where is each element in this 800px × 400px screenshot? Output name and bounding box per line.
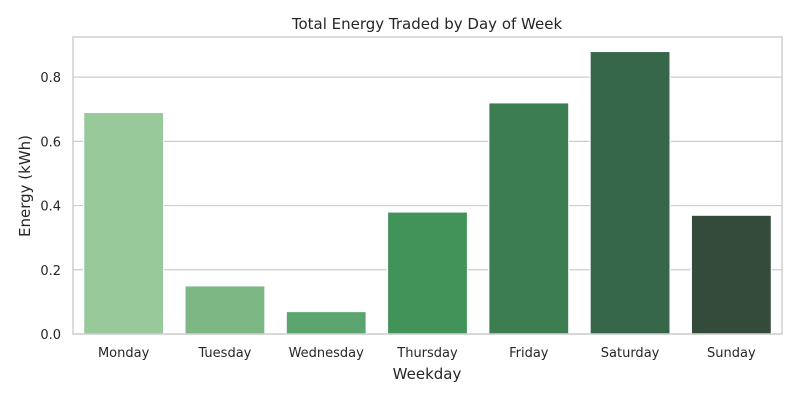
- chart-title: Total Energy Traded by Day of Week: [291, 15, 563, 33]
- y-tick-label: 0.4: [40, 200, 61, 215]
- x-axis-label: Weekday: [393, 365, 462, 383]
- y-tick-label: 0.2: [40, 264, 61, 279]
- y-tick-label: 0.8: [40, 71, 61, 86]
- bar-wednesday: [285, 310, 367, 335]
- bar-sunday: [690, 214, 772, 335]
- x-tick-label: Friday: [509, 346, 549, 361]
- x-tick-label: Monday: [98, 346, 150, 361]
- bar-thursday: [386, 211, 469, 335]
- bar-monday: [83, 111, 165, 335]
- plot-frame: [72, 36, 783, 335]
- bar-saturday: [589, 50, 671, 335]
- y-axis-label: Energy (kWh): [16, 135, 34, 237]
- y-tick-label: 0.6: [40, 135, 61, 150]
- x-tick-label: Tuesday: [197, 346, 251, 361]
- x-tick-label: Sunday: [707, 346, 756, 361]
- x-tick-label: Thursday: [396, 346, 458, 361]
- x-tick-labels: Monday Tuesday Wednesday Thursday Friday Satu…: [98, 346, 756, 361]
- bars: [83, 50, 772, 335]
- bar-tuesday: [184, 285, 266, 335]
- y-tick-label: 0.0: [40, 328, 61, 343]
- x-tick-label: Saturday: [601, 346, 660, 361]
- y-tick-labels: 0.0 0.2 0.4 0.6 0.8: [40, 71, 61, 343]
- bar-friday: [488, 102, 570, 335]
- x-tick-label: Wednesday: [289, 346, 365, 361]
